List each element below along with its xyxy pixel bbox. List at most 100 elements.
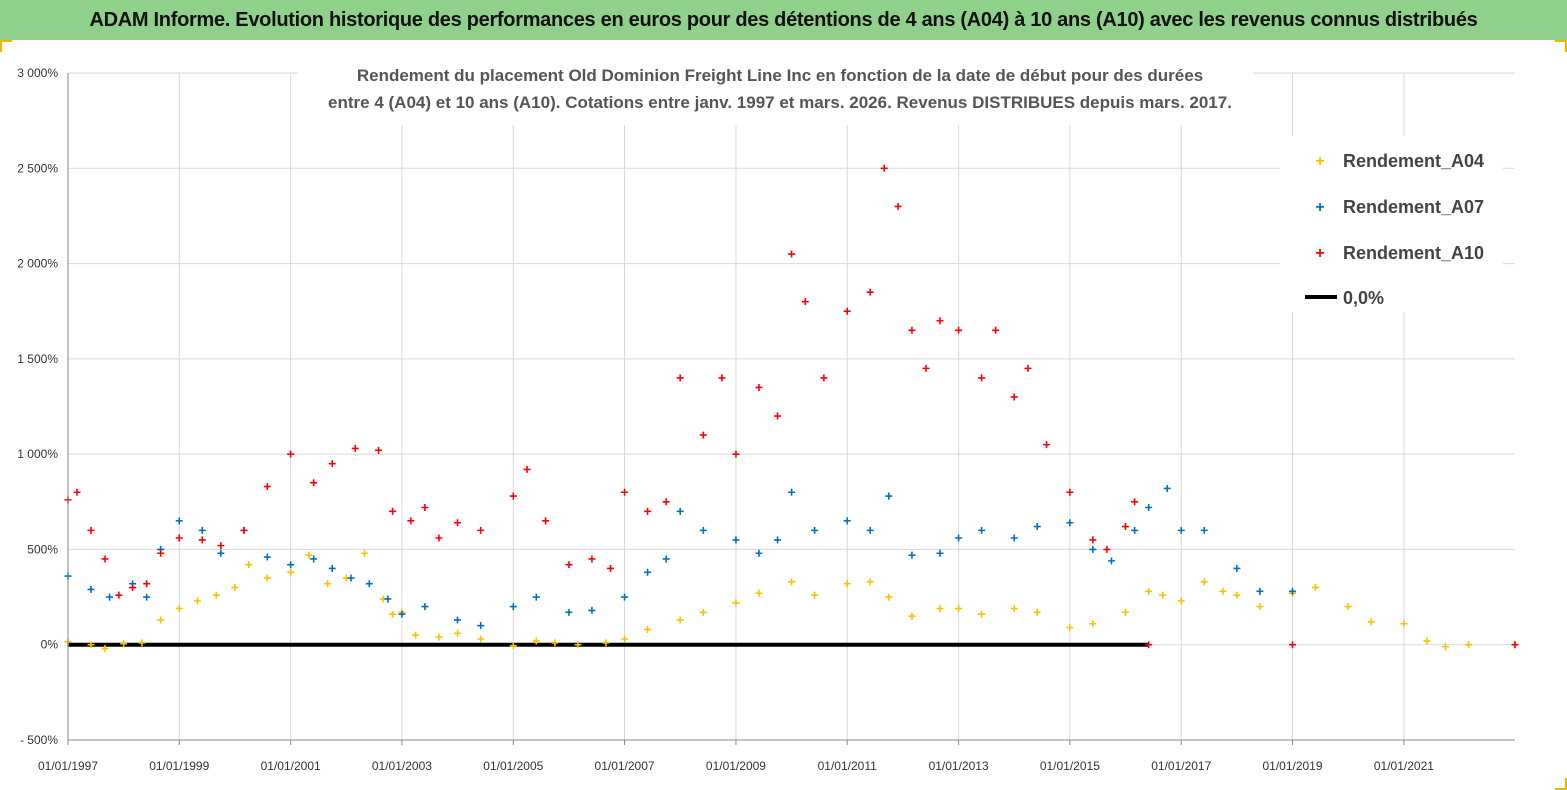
x-tick-label: 01/01/2015: [1040, 759, 1100, 773]
point-a04: [1219, 587, 1227, 595]
point-a04: [811, 591, 819, 599]
point-a10: [523, 465, 531, 473]
point-a04: [435, 633, 443, 641]
series-a04: [64, 549, 1519, 653]
point-a07: [217, 549, 225, 557]
point-a10: [718, 374, 726, 382]
point-a10: [565, 561, 573, 569]
legend-label-a07: Rendement_A07: [1343, 197, 1484, 217]
point-a07: [908, 551, 916, 559]
point-a10: [936, 317, 944, 325]
point-a10: [454, 519, 462, 527]
point-a10: [788, 250, 796, 258]
point-a04: [1312, 584, 1320, 592]
chart-subtitle-line-2: entre 4 (A04) et 10 ans (A10). Cotations…: [328, 93, 1232, 112]
series-layer: [64, 164, 1519, 653]
y-tick-label: 500%: [27, 542, 58, 556]
point-a04: [699, 608, 707, 616]
point-a10: [894, 202, 902, 210]
point-a10: [310, 479, 318, 487]
point-a04: [843, 580, 851, 588]
point-a04: [1442, 643, 1450, 651]
legend-label-zero: 0,0%: [1343, 288, 1384, 308]
point-a10: [240, 526, 248, 534]
frame-corner-top-left: [0, 40, 12, 52]
point-a04: [532, 637, 540, 645]
point-a04: [1400, 620, 1408, 628]
legend-label-a10: Rendement_A10: [1343, 243, 1484, 263]
point-a04: [287, 568, 295, 576]
point-a10: [351, 444, 359, 452]
point-a04: [866, 578, 874, 586]
chart-subtitle-line-1: Rendement du placement Old Dominion Frei…: [357, 66, 1203, 85]
point-a10: [198, 536, 206, 544]
point-a07: [866, 526, 874, 534]
point-a07: [885, 492, 893, 500]
point-a04: [1033, 608, 1041, 616]
point-a04: [936, 605, 944, 613]
point-a04: [1200, 578, 1208, 586]
point-a07: [87, 585, 95, 593]
point-a10: [820, 374, 828, 382]
point-a07: [421, 603, 429, 611]
point-a04: [212, 591, 220, 599]
point-a10: [955, 326, 963, 334]
point-a04: [454, 629, 462, 637]
point-a10: [1511, 641, 1519, 649]
point-a07: [936, 549, 944, 557]
point-a10: [157, 549, 165, 557]
x-tick-label: 01/01/2021: [1374, 759, 1434, 773]
point-a04: [389, 610, 397, 618]
point-a10: [978, 374, 986, 382]
legend-marker-a07: +: [1315, 199, 1324, 216]
point-a07: [263, 553, 271, 561]
chart: - 500% 0% 500% 1 000% 1 500% 2 000% 2 500% 3 00…: [17, 60, 1519, 773]
point-a10: [866, 288, 874, 296]
report-title: ADAM Informe. Evolution historique des p…: [89, 9, 1478, 31]
point-a04: [194, 597, 202, 605]
point-a07: [287, 561, 295, 569]
point-a07: [398, 610, 406, 618]
point-a04: [1256, 603, 1264, 611]
point-a10: [287, 450, 295, 458]
y-tick-label: 2 500%: [17, 161, 58, 175]
point-a07: [1131, 526, 1139, 534]
point-a10: [1103, 545, 1111, 553]
point-a10: [217, 542, 225, 550]
point-a07: [532, 593, 540, 601]
point-a04: [788, 578, 796, 586]
point-a07: [774, 536, 782, 544]
point-a10: [87, 526, 95, 534]
point-a10: [328, 460, 336, 468]
point-a10: [421, 504, 429, 512]
point-a04: [908, 612, 916, 620]
point-a10: [1089, 536, 1097, 544]
point-a10: [1010, 393, 1018, 401]
point-a04: [138, 639, 146, 647]
point-a04: [1066, 624, 1074, 632]
point-a07: [788, 488, 796, 496]
point-a07: [365, 580, 373, 588]
point-a10: [101, 555, 109, 563]
point-a10: [542, 517, 550, 525]
point-a07: [699, 526, 707, 534]
point-a10: [843, 307, 851, 315]
point-a04: [732, 599, 740, 607]
y-tick-label: 2 000%: [17, 257, 58, 271]
x-tick-label: 01/01/2001: [261, 759, 321, 773]
point-a07: [1163, 484, 1171, 492]
point-a04: [1367, 618, 1375, 626]
point-a07: [588, 606, 596, 614]
point-a04: [1423, 637, 1431, 645]
point-a07: [662, 555, 670, 563]
point-a07: [1200, 526, 1208, 534]
point-a10: [435, 534, 443, 542]
point-a07: [843, 517, 851, 525]
point-a10: [908, 326, 916, 334]
point-a07: [676, 507, 684, 515]
y-tick-label: - 500%: [20, 733, 58, 747]
point-a04: [644, 625, 652, 633]
point-a10: [644, 507, 652, 515]
point-a04: [1465, 641, 1473, 649]
subtitle-box: [298, 60, 1253, 125]
